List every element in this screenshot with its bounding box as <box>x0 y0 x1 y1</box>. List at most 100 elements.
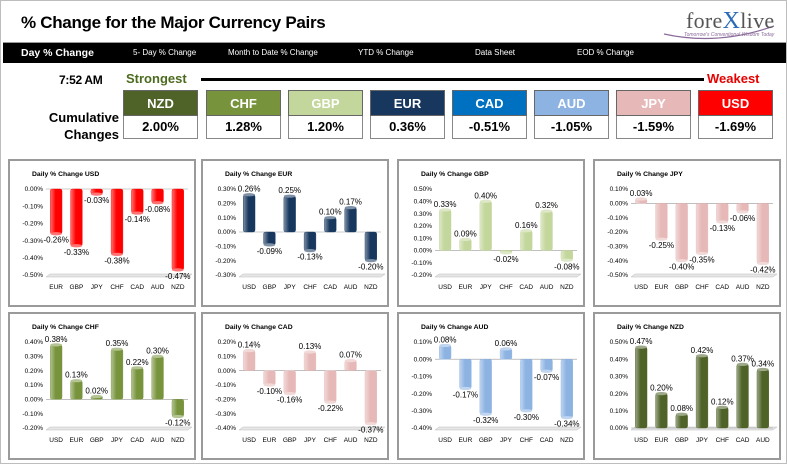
data-label: 0.10% <box>319 208 342 217</box>
bar-cap <box>304 249 316 253</box>
data-label: 0.13% <box>299 342 322 351</box>
bar-nzd <box>171 188 184 271</box>
bar-aud <box>756 369 769 429</box>
data-label: -0.14% <box>125 215 150 224</box>
tab-month-to-date-change[interactable]: Month to Date % Change <box>228 48 318 57</box>
y-tick-label: 0.10% <box>414 339 433 346</box>
y-tick-label: 0.20% <box>25 368 44 375</box>
tab-eod-change[interactable]: EOD % Change <box>577 48 634 57</box>
strongest-label: Strongest <box>126 71 187 86</box>
bar-nzd <box>364 231 377 261</box>
bar-eur <box>50 188 63 234</box>
bar-cap <box>459 237 472 241</box>
tab-data-sheet[interactable]: Data Sheet <box>475 48 516 57</box>
y-tick-label: 0.30% <box>218 186 237 193</box>
x-tick-label: EUR <box>459 284 473 291</box>
bar-cap <box>736 362 749 366</box>
data-label: -0.38% <box>104 256 129 265</box>
bar-aud <box>151 356 164 400</box>
bar-chf <box>695 203 709 254</box>
y-tick-label: -0.40% <box>411 425 432 432</box>
data-label: -0.12% <box>165 419 190 428</box>
y-tick-label: -0.40% <box>215 425 236 432</box>
chart-svg: Daily % Change EUR 0.30% 0.20% 0.10% 0.00% -0… <box>215 171 386 291</box>
data-label: -0.10% <box>257 387 282 396</box>
data-label: -0.26% <box>43 236 68 245</box>
bar-nzd <box>364 370 377 424</box>
bar-gbp <box>70 188 83 246</box>
x-tick-label: EUR <box>655 284 669 291</box>
tab-5-day-change[interactable]: 5- Day % Change <box>133 48 197 57</box>
chart-floor <box>45 426 193 431</box>
bar-cap <box>756 261 769 266</box>
y-tick-label: -0.30% <box>22 238 43 245</box>
x-tick-label: CHF <box>324 437 337 444</box>
x-tick-label: JPY <box>91 284 104 291</box>
data-label: 0.22% <box>126 358 149 367</box>
bar-cap <box>50 232 63 236</box>
bar-cap <box>131 366 144 370</box>
currency-code: USD <box>698 90 773 116</box>
cumulative-label-line-1: Cumulative <box>48 110 119 125</box>
x-tick-label: CHF <box>695 284 708 291</box>
y-tick-label: -0.10% <box>411 260 432 267</box>
x-tick-label: AUD <box>736 284 750 291</box>
data-label: 0.20% <box>650 384 673 393</box>
data-label: -0.40% <box>669 263 694 272</box>
data-label: 0.06% <box>495 339 518 348</box>
data-label: -0.25% <box>649 241 674 250</box>
bar-jpy <box>283 195 296 233</box>
chart-floor <box>630 273 778 278</box>
bar-gbp <box>675 203 688 261</box>
bar-cap <box>151 354 164 358</box>
x-tick-label: GBP <box>70 284 84 291</box>
y-tick-label: 0.50% <box>414 186 433 193</box>
x-tick-label: NZD <box>756 284 770 291</box>
data-label: 0.08% <box>434 335 457 344</box>
chart-svg: Daily % Change CAD0.20%0.10%0.00%-0.10%-… <box>215 324 386 444</box>
tab-ytd-change[interactable]: YTD % Change <box>358 48 414 57</box>
currency-box-cad: CAD -0.51% <box>452 90 527 140</box>
chart-floor <box>45 273 193 278</box>
bar-nzd <box>756 203 769 264</box>
x-tick-label: CHF <box>499 284 512 291</box>
bar-eur <box>655 393 668 429</box>
tab-day-change[interactable]: Day % Change <box>21 47 94 59</box>
data-label: 0.34% <box>752 360 775 369</box>
data-label: -0.42% <box>750 266 775 275</box>
bar-cap <box>283 194 296 198</box>
bar-cap <box>479 412 492 416</box>
chart-cad: Daily % Change CAD 0.20% 0.10% 0.00% -0.10% -… <box>201 312 389 460</box>
x-tick-label: USD <box>438 284 452 291</box>
data-label: -0.33% <box>64 248 89 257</box>
chart-floor <box>238 273 386 278</box>
bar-cap <box>655 392 668 396</box>
y-tick-label: 0.40% <box>414 198 433 205</box>
bar-cad <box>520 230 533 251</box>
currency-code: CAD <box>452 90 527 116</box>
x-tick-label: USD <box>634 284 648 291</box>
x-tick-label: CHF <box>520 437 533 444</box>
data-label: 0.03% <box>630 189 653 198</box>
currency-code: JPY <box>616 90 691 116</box>
x-tick-label: CAD <box>715 284 729 291</box>
x-tick-label: EUR <box>263 437 277 444</box>
y-tick-label: 0.40% <box>25 339 44 346</box>
bar-cap <box>675 412 688 416</box>
bar-usd <box>243 194 256 233</box>
bar-gbp <box>263 231 276 246</box>
bar-cad <box>540 359 553 372</box>
forexlive-logo[interactable]: foreXlive Tomorrow's Conventional Wisdom… <box>658 6 778 40</box>
y-tick-label: -0.40% <box>607 258 628 265</box>
bar-cap <box>520 409 533 413</box>
bar-cap <box>324 400 337 404</box>
currency-box-usd: USD -1.69% <box>698 90 773 140</box>
currency-cumulative-value: 0.36% <box>370 116 445 139</box>
data-label: 0.13% <box>65 371 88 380</box>
bar-cap <box>756 367 769 372</box>
x-tick-label: JPY <box>480 284 493 291</box>
x-tick-label: CHF <box>303 284 316 291</box>
x-tick-label: AUD <box>344 284 358 291</box>
bar-cap <box>263 383 276 387</box>
